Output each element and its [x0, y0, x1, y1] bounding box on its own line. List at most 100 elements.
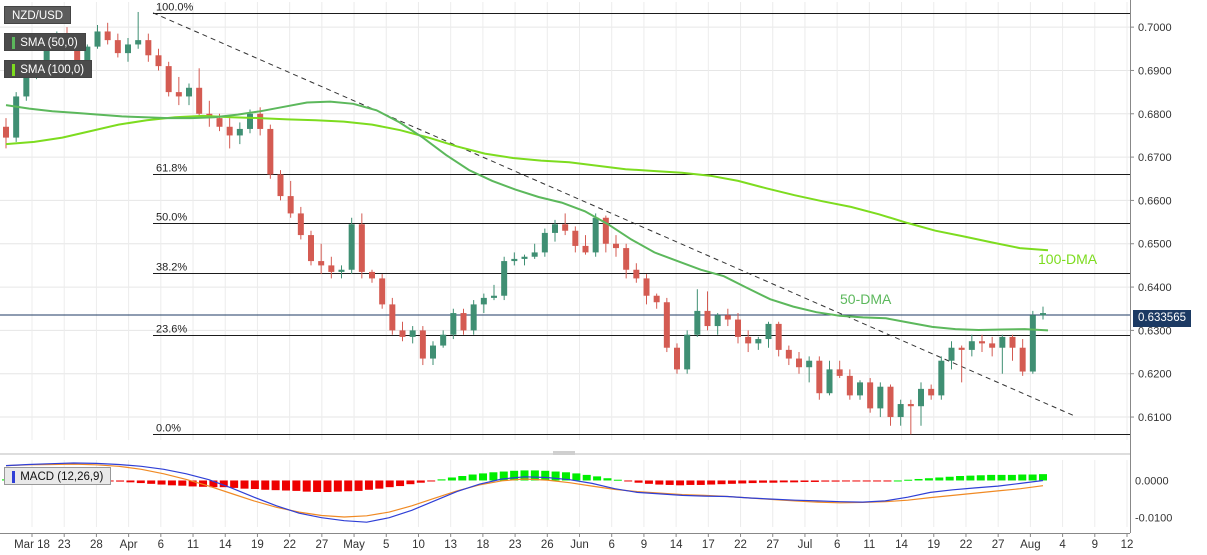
x-tick-label: 6 — [834, 539, 840, 551]
candle-body — [186, 87, 192, 97]
candle-body — [450, 313, 457, 335]
candle-body — [796, 358, 802, 368]
macd-histogram-bar — [904, 479, 913, 481]
x-tick-label: Aug — [1020, 539, 1040, 551]
candle-body — [775, 323, 782, 350]
candle-body — [409, 330, 416, 337]
candle-body — [979, 341, 985, 344]
candle-body — [3, 126, 9, 138]
annotation-100dma: 100-DMA — [1038, 251, 1098, 267]
candle-body — [521, 256, 528, 259]
candle — [165, 61, 172, 97]
candle-body — [511, 258, 518, 262]
macd-histogram-bar — [313, 480, 322, 493]
candle-body — [226, 126, 233, 136]
candle — [501, 256, 508, 301]
candle-body — [572, 230, 579, 246]
x-tick-label: 27 — [315, 539, 328, 551]
macd-histogram-bar — [924, 478, 933, 481]
macd-histogram-bar — [167, 480, 176, 486]
macd-histogram-bar — [199, 480, 208, 487]
x-tick-label: 14 — [670, 539, 683, 551]
fibonacci-levels: 100.0% 61.8% 50.0% 38.2% 23.6% 0.0% — [153, 2, 1130, 435]
macd-histogram-bar — [261, 480, 270, 490]
macd-histogram-bar — [914, 478, 923, 481]
macd-line — [5, 462, 1044, 523]
candle-body — [663, 302, 670, 348]
macd-swatch — [12, 470, 15, 483]
macd-histogram-bar — [126, 480, 135, 483]
macd-histogram-bar — [976, 475, 985, 481]
candlesticks — [3, 11, 1046, 435]
x-tick-label: 13 — [444, 539, 457, 551]
macd-histogram-bar — [831, 480, 840, 482]
candle-body — [694, 310, 701, 335]
sma100-legend: SMA (100,0) — [4, 60, 93, 78]
candle — [674, 343, 680, 374]
candle-body — [318, 261, 325, 266]
macd-histogram-bar — [344, 480, 353, 492]
candle — [430, 341, 436, 366]
macd-histogram-bar — [821, 480, 830, 482]
candle-body — [1029, 315, 1036, 372]
candle-body — [287, 196, 294, 214]
macd-histogram-bar — [157, 480, 166, 485]
sma100-line — [5, 114, 1049, 252]
macd-histogram-bar — [447, 477, 456, 481]
candle-body — [826, 369, 833, 394]
candle-body — [633, 269, 640, 279]
candle-body — [836, 369, 843, 376]
candle — [135, 11, 142, 49]
candle — [562, 213, 569, 236]
y-tick-label: 0.6900 — [1138, 65, 1172, 77]
macd-histogram-bar — [520, 470, 529, 481]
macd-histogram-bar — [800, 480, 809, 482]
candle-body — [968, 341, 975, 350]
candle-body — [389, 304, 396, 331]
macd-histogram-bar — [333, 480, 342, 492]
candle — [694, 289, 701, 337]
candle — [226, 118, 233, 149]
last-price-value: 0.633565 — [1138, 312, 1186, 324]
macd-histogram-bar — [437, 479, 446, 481]
candle — [1029, 310, 1036, 374]
candle — [592, 213, 599, 257]
candle-body — [613, 243, 619, 249]
macd-histogram-bar — [696, 480, 705, 485]
candle — [145, 33, 152, 62]
y-tick-label: 0.6800 — [1138, 109, 1172, 121]
x-tick-label: 17 — [702, 539, 715, 551]
y-tick-label: 0.6200 — [1138, 369, 1172, 381]
candle-body — [104, 31, 111, 41]
candle — [877, 382, 884, 418]
sma50-label: SMA (50,0) — [20, 37, 78, 49]
candle-body — [267, 128, 274, 175]
x-tick-label: 11 — [863, 539, 875, 551]
macd-legend: MACD (12,26,9) — [4, 467, 112, 485]
macd-histogram-bar — [375, 480, 384, 489]
candle — [948, 341, 955, 370]
x-tick-label: May — [343, 539, 365, 551]
candle — [613, 235, 619, 257]
candle — [816, 356, 823, 400]
macd-histogram-bar — [561, 472, 570, 481]
candle — [785, 345, 792, 366]
candle — [938, 356, 945, 400]
macd-histogram-bar — [966, 475, 975, 481]
candle — [857, 380, 863, 400]
candle-body — [236, 128, 243, 136]
candle-body — [13, 96, 20, 138]
candle-body — [165, 66, 172, 93]
candle — [755, 336, 762, 350]
candle-body — [125, 44, 131, 54]
sma100-label: SMA (100,0) — [20, 64, 85, 76]
macd-histogram-bar — [499, 471, 508, 481]
x-tick-label: 27 — [992, 539, 1005, 551]
fib-label: 61.8% — [156, 163, 187, 175]
macd-histogram-bar — [230, 480, 239, 488]
macd-histogram-bar — [634, 480, 643, 483]
candle-body — [379, 278, 386, 305]
candle — [277, 170, 284, 201]
macd-histogram-bar — [727, 480, 736, 484]
